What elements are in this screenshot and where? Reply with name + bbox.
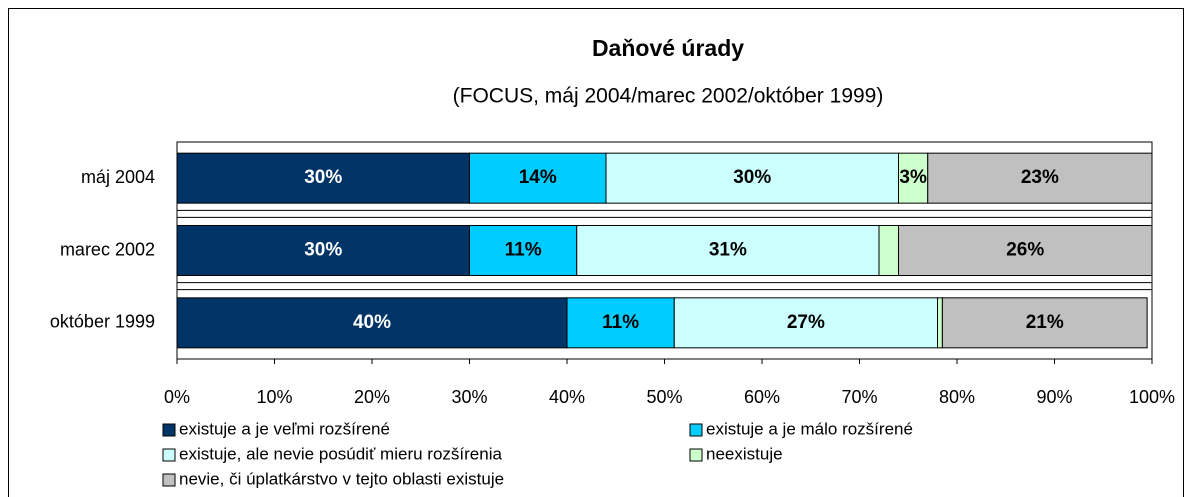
- data-label: 11%: [602, 312, 639, 333]
- data-label: 40%: [353, 312, 391, 333]
- bar-segment: [176, 225, 470, 276]
- bar-segment: [898, 152, 929, 204]
- legend-label: nevie, či úplatkárstvo v tejto oblasti e…: [179, 469, 504, 488]
- bar-segment: [176, 297, 568, 349]
- data-label: 21%: [1026, 312, 1064, 333]
- chart-subtitle: (FOCUS, máj 2004/marec 2002/október 1999…: [453, 85, 884, 108]
- data-label: 30%: [304, 167, 342, 188]
- x-tick-label: 20%: [354, 387, 390, 407]
- legend-label: existuje a je málo rozšírené: [706, 419, 913, 438]
- x-tick-label: 10%: [256, 387, 292, 407]
- data-label: 30%: [304, 240, 342, 261]
- bar-segment: [469, 225, 578, 276]
- bar-segment: [878, 225, 899, 276]
- chart-title: Daňové úrady: [592, 35, 744, 61]
- y-tick-label: máj 2004: [81, 167, 155, 187]
- data-label: 14%: [519, 167, 557, 188]
- bar-segment: [673, 297, 938, 349]
- data-label: 23%: [1021, 167, 1059, 188]
- bar-segment: [941, 297, 1148, 349]
- x-tick-label: 40%: [549, 387, 585, 407]
- bar-segment: [898, 225, 1153, 276]
- y-tick-label: marec 2002: [60, 239, 155, 259]
- bar-segment: [927, 152, 1153, 204]
- x-tick-label: 100%: [1129, 387, 1175, 407]
- bar-segment: [176, 152, 470, 204]
- x-tick-label: 50%: [646, 387, 682, 407]
- legend-label: neexistuje: [706, 444, 783, 463]
- data-label: 30%: [733, 167, 771, 188]
- bar-segment: [605, 152, 899, 204]
- legend-swatch: [689, 448, 703, 462]
- x-tick-label: 60%: [744, 387, 780, 407]
- data-label: 11%: [505, 240, 542, 261]
- x-tick-label: 70%: [841, 387, 877, 407]
- x-tick-label: 0%: [164, 387, 190, 407]
- data-label: 3%: [899, 167, 927, 188]
- data-label: 27%: [787, 312, 825, 333]
- bar-segment: [469, 152, 607, 204]
- bar-segment: [937, 297, 943, 349]
- legend-swatch: [689, 423, 703, 437]
- bar-segment: [576, 225, 880, 276]
- data-label: 31%: [709, 240, 747, 261]
- data-label: 26%: [1006, 240, 1044, 261]
- legend-swatch: [162, 448, 176, 462]
- x-tick-label: 90%: [1036, 387, 1072, 407]
- y-tick-label: október 1999: [50, 312, 155, 332]
- legend-label: existuje, ale nevie posúdiť mieru rozšír…: [179, 444, 502, 463]
- legend-swatch: [162, 473, 176, 487]
- x-tick-label: 30%: [451, 387, 487, 407]
- legend-label: existuje a je veľmi rozšírené: [179, 419, 390, 438]
- x-tick-label: 80%: [939, 387, 975, 407]
- bar-segment: [566, 297, 675, 349]
- legend-swatch: [162, 423, 176, 437]
